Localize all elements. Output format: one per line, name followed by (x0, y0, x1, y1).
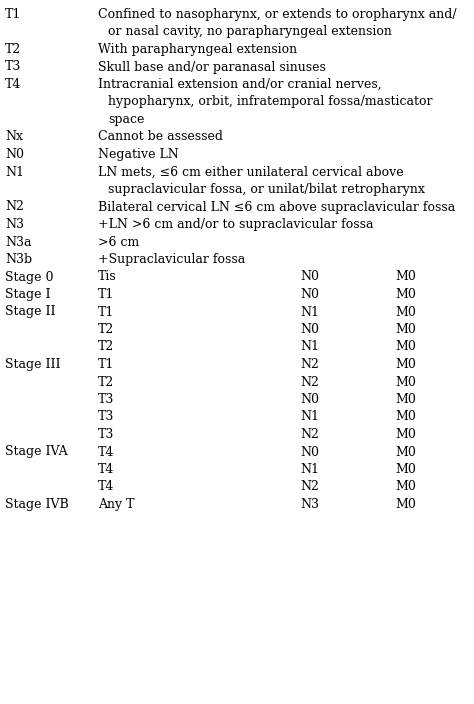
Text: T1: T1 (98, 288, 114, 301)
Text: T3: T3 (5, 61, 21, 73)
Text: Any T: Any T (98, 498, 135, 511)
Text: N2: N2 (300, 481, 319, 494)
Text: N2: N2 (300, 428, 319, 441)
Text: M0: M0 (395, 410, 416, 424)
Text: Stage I: Stage I (5, 288, 51, 301)
Text: N2: N2 (300, 358, 319, 371)
Text: T2: T2 (5, 43, 21, 56)
Text: T4: T4 (98, 463, 114, 476)
Text: M0: M0 (395, 481, 416, 494)
Text: +LN >6 cm and/or to supraclavicular fossa: +LN >6 cm and/or to supraclavicular foss… (98, 218, 374, 231)
Text: Confined to nasopharynx, or extends to oropharynx and/: Confined to nasopharynx, or extends to o… (98, 8, 456, 21)
Text: N0: N0 (300, 446, 319, 458)
Text: T3: T3 (98, 410, 114, 424)
Text: Intracranial extension and/or cranial nerves,: Intracranial extension and/or cranial ne… (98, 78, 382, 91)
Text: Negative LN: Negative LN (98, 148, 179, 161)
Text: T3: T3 (98, 393, 114, 406)
Text: N3a: N3a (5, 236, 31, 249)
Text: N1: N1 (300, 410, 319, 424)
Text: T2: T2 (98, 341, 114, 353)
Text: M0: M0 (395, 306, 416, 318)
Text: T1: T1 (98, 358, 114, 371)
Text: M0: M0 (395, 341, 416, 353)
Text: M0: M0 (395, 393, 416, 406)
Text: N3: N3 (5, 218, 24, 231)
Text: N1: N1 (300, 341, 319, 353)
Text: Stage II: Stage II (5, 306, 55, 318)
Text: N3: N3 (300, 498, 319, 511)
Text: T2: T2 (98, 375, 114, 389)
Text: N1: N1 (300, 306, 319, 318)
Text: N0: N0 (300, 270, 319, 284)
Text: N2: N2 (300, 375, 319, 389)
Text: N1: N1 (300, 463, 319, 476)
Text: M0: M0 (395, 498, 416, 511)
Text: N1: N1 (5, 165, 24, 179)
Text: M0: M0 (395, 375, 416, 389)
Text: With parapharyngeal extension: With parapharyngeal extension (98, 43, 297, 56)
Text: T1: T1 (5, 8, 21, 21)
Text: Bilateral cervical LN ≤6 cm above supraclavicular fossa: Bilateral cervical LN ≤6 cm above suprac… (98, 201, 455, 213)
Text: T3: T3 (98, 428, 114, 441)
Text: or nasal cavity, no parapharyngeal extension: or nasal cavity, no parapharyngeal exten… (108, 25, 392, 39)
Text: N0: N0 (300, 288, 319, 301)
Text: Cannot be assessed: Cannot be assessed (98, 130, 223, 144)
Text: Nx: Nx (5, 130, 23, 144)
Text: Stage III: Stage III (5, 358, 61, 371)
Text: T4: T4 (98, 446, 114, 458)
Text: space: space (108, 113, 145, 126)
Text: Stage IVB: Stage IVB (5, 498, 69, 511)
Text: M0: M0 (395, 463, 416, 476)
Text: M0: M0 (395, 288, 416, 301)
Text: T2: T2 (98, 323, 114, 336)
Text: N0: N0 (5, 148, 24, 161)
Text: Stage 0: Stage 0 (5, 270, 54, 284)
Text: M0: M0 (395, 323, 416, 336)
Text: M0: M0 (395, 358, 416, 371)
Text: N0: N0 (300, 393, 319, 406)
Text: N3b: N3b (5, 253, 32, 266)
Text: T1: T1 (98, 306, 114, 318)
Text: Stage IVA: Stage IVA (5, 446, 68, 458)
Text: M0: M0 (395, 446, 416, 458)
Text: LN mets, ≤6 cm either unilateral cervical above: LN mets, ≤6 cm either unilateral cervica… (98, 165, 404, 179)
Text: M0: M0 (395, 270, 416, 284)
Text: Skull base and/or paranasal sinuses: Skull base and/or paranasal sinuses (98, 61, 326, 73)
Text: hypopharynx, orbit, infratemporal fossa/masticator: hypopharynx, orbit, infratemporal fossa/… (108, 96, 432, 108)
Text: +Supraclavicular fossa: +Supraclavicular fossa (98, 253, 245, 266)
Text: N2: N2 (5, 201, 24, 213)
Text: >6 cm: >6 cm (98, 236, 139, 249)
Text: N0: N0 (300, 323, 319, 336)
Text: T4: T4 (98, 481, 114, 494)
Text: Tis: Tis (98, 270, 117, 284)
Text: M0: M0 (395, 428, 416, 441)
Text: T4: T4 (5, 78, 21, 91)
Text: supraclavicular fossa, or unilat/bilat retropharynx: supraclavicular fossa, or unilat/bilat r… (108, 183, 425, 196)
